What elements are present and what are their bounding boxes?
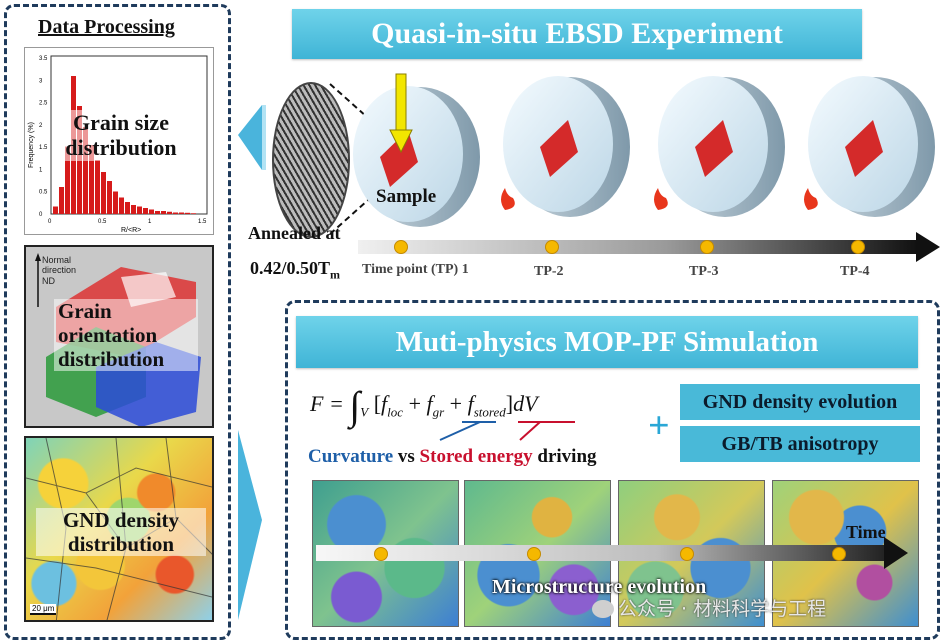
grain-orientation-panel: Normal direction ND Grain orientation di… [24, 245, 214, 428]
time-point-2-label: TP-2 [534, 264, 564, 279]
histogram-bar [149, 209, 154, 214]
histogram-bar [83, 127, 88, 214]
timeline-arrow [358, 240, 918, 254]
histogram-bar [53, 206, 58, 214]
wechat-icon [592, 600, 614, 618]
beam-arrow [389, 73, 413, 154]
histogram-xlabel: R/<R> [121, 227, 141, 234]
histogram-ylabel: Frequency (%) [28, 122, 35, 168]
snapshot-dot-4 [832, 547, 846, 561]
histogram-ytick: 3 [39, 78, 43, 84]
histogram-bar [143, 208, 148, 214]
snapshot-dot-2 [527, 547, 541, 561]
equation-underline-arrows [439, 421, 575, 441]
watermark: 公众号 · 材料科学与工程 [592, 594, 826, 621]
ebsd-experiment-banner: Quasi-in-situ EBSD Experiment [292, 9, 862, 59]
plus-sign: + [648, 405, 670, 447]
time-label: Time [846, 522, 886, 542]
driving-force-caption: Curvature vs Stored energy driving [308, 446, 597, 467]
histogram-ytick: 1 [39, 167, 43, 173]
data-processing-title: Data Processing [38, 16, 175, 38]
histogram-bar [167, 211, 172, 214]
histogram-bar [59, 187, 64, 214]
histogram-bar [161, 211, 166, 214]
gnd-density-evolution-box: GND density evolution [680, 384, 920, 420]
time-point-4-label: TP-4 [840, 264, 870, 279]
histogram-ytick: 0.5 [39, 190, 48, 196]
sample-label: Sample [376, 186, 437, 207]
histogram-xtick: 1 [148, 219, 152, 225]
histogram-bar [65, 146, 70, 214]
histogram-bar [185, 212, 190, 214]
grain-orientation-label: Grain orientation distribution [54, 299, 198, 372]
histogram-ytick: 2.5 [39, 101, 48, 107]
histogram-bar [125, 202, 130, 214]
annealed-label: Annealed at [248, 223, 341, 243]
scale-bar: 20 μm [30, 604, 57, 615]
sample-disk-3 [658, 76, 785, 217]
gb-tb-anisotropy-box: GB/TB anisotropy [680, 426, 920, 462]
histogram-bar [155, 211, 160, 214]
histogram-bar [89, 145, 94, 214]
data-processing-panel [4, 4, 231, 640]
temperature-label: 0.42/0.50Tm [250, 258, 341, 282]
nd-axis-label: Normal direction ND [42, 255, 77, 286]
gnd-density-map: GND density distribution 20 μm [24, 436, 214, 622]
flame-icons [501, 188, 818, 210]
connecting-beams [238, 105, 266, 620]
histogram-ytick: 2 [39, 123, 43, 129]
histogram-ytick: 0 [39, 212, 43, 218]
time-point-dot-3 [700, 240, 714, 254]
histogram-ytick: 3.5 [39, 56, 48, 62]
time-point-dot-1 [394, 240, 408, 254]
histogram-xtick: 0.5 [98, 219, 107, 225]
time-arrow-head [884, 537, 908, 569]
time-point-1-label: Time point (TP) 1 [362, 262, 469, 277]
sample-disks [353, 73, 935, 227]
stored-energy-label: Stored energy [419, 446, 533, 467]
histogram-bar [131, 205, 136, 214]
grain-size-label: Grain size distribution [59, 110, 183, 161]
snapshot-dot-1 [374, 547, 388, 561]
histogram-ytick: 1.5 [39, 145, 48, 151]
histogram-xtick: 0 [48, 219, 52, 225]
histogram-bar [95, 160, 100, 214]
snapshot-dot-3 [680, 547, 694, 561]
time-point-dot-4 [851, 240, 865, 254]
histogram-bar [119, 197, 124, 214]
time-arrow [316, 545, 886, 561]
grain-size-histogram: Frequency (%) R/<R> 0 0.5 1 1.5 2 2.5 3 3.5 0 0.… [24, 47, 214, 235]
simulation-panel [285, 300, 940, 640]
histogram-bar [101, 172, 106, 214]
gnd-density-label: GND density distribution [36, 508, 206, 557]
free-energy-equation: F = ∫V [floc + fgr + fstored]dV [310, 383, 538, 428]
sample-disk-4 [808, 76, 935, 217]
sample-disk-1 [353, 86, 480, 227]
sample-disk-2 [503, 76, 630, 217]
time-point-dot-2 [545, 240, 559, 254]
histogram-bar [137, 206, 142, 214]
histogram-bar [179, 212, 184, 214]
simulation-banner: Muti-physics MOP-PF Simulation [296, 316, 918, 368]
histogram-xtick: 1.5 [198, 219, 207, 225]
histogram-bar [191, 213, 196, 214]
kikuchi-pattern [272, 82, 350, 238]
histogram-bar [173, 212, 178, 214]
histogram-bar [113, 191, 118, 214]
timeline-arrow-head [916, 232, 940, 262]
microstructure-evolution-label: Microstructure evolution [492, 576, 707, 598]
time-point-3-label: TP-3 [689, 264, 719, 279]
histogram-bar [107, 181, 112, 214]
curvature-label: Curvature [308, 446, 394, 467]
